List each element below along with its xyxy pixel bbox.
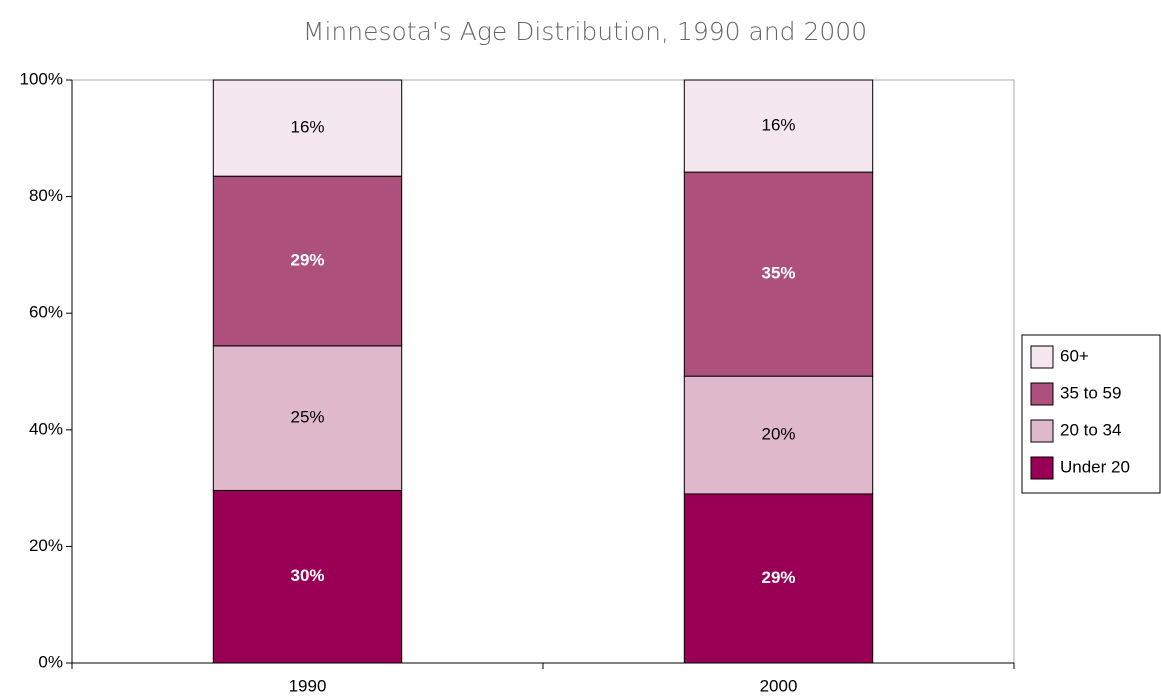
y-tick-label: 0% xyxy=(38,652,63,671)
data-label: 29% xyxy=(290,251,324,270)
data-label: 16% xyxy=(761,116,795,135)
bar-segment xyxy=(683,493,874,664)
x-tick-label: 2000 xyxy=(760,676,798,695)
data-label: 20% xyxy=(761,425,795,444)
chart-title: Minnesota's Age Distribution, 1990 and 2… xyxy=(303,17,867,46)
x-tick-label: 1990 xyxy=(289,676,327,695)
data-label: 29% xyxy=(761,568,795,587)
y-tick-label: 60% xyxy=(29,303,63,322)
legend-label: 20 to 34 xyxy=(1060,420,1121,439)
y-tick-label: 40% xyxy=(29,419,63,438)
bar-segment xyxy=(683,79,874,173)
y-tick-label: 20% xyxy=(29,536,63,555)
legend-swatch xyxy=(1030,382,1054,406)
bar-segment xyxy=(683,171,874,377)
bar-segment xyxy=(212,489,403,664)
data-label: 35% xyxy=(761,264,795,283)
legend-swatch xyxy=(1030,456,1054,480)
legend-swatch xyxy=(1030,345,1054,369)
bar-segment xyxy=(212,79,403,177)
bar-segment xyxy=(212,345,403,491)
legend-label: Under 20 xyxy=(1060,457,1130,476)
legend-label: 35 to 59 xyxy=(1060,383,1121,402)
data-label: 25% xyxy=(290,408,324,427)
data-label: 30% xyxy=(290,566,324,585)
legend-swatch xyxy=(1030,419,1054,443)
y-tick-label: 100% xyxy=(20,69,63,88)
bar-segment xyxy=(683,375,874,495)
data-label: 16% xyxy=(290,118,324,137)
y-tick-label: 80% xyxy=(29,186,63,205)
legend-label: 60+ xyxy=(1060,346,1089,365)
